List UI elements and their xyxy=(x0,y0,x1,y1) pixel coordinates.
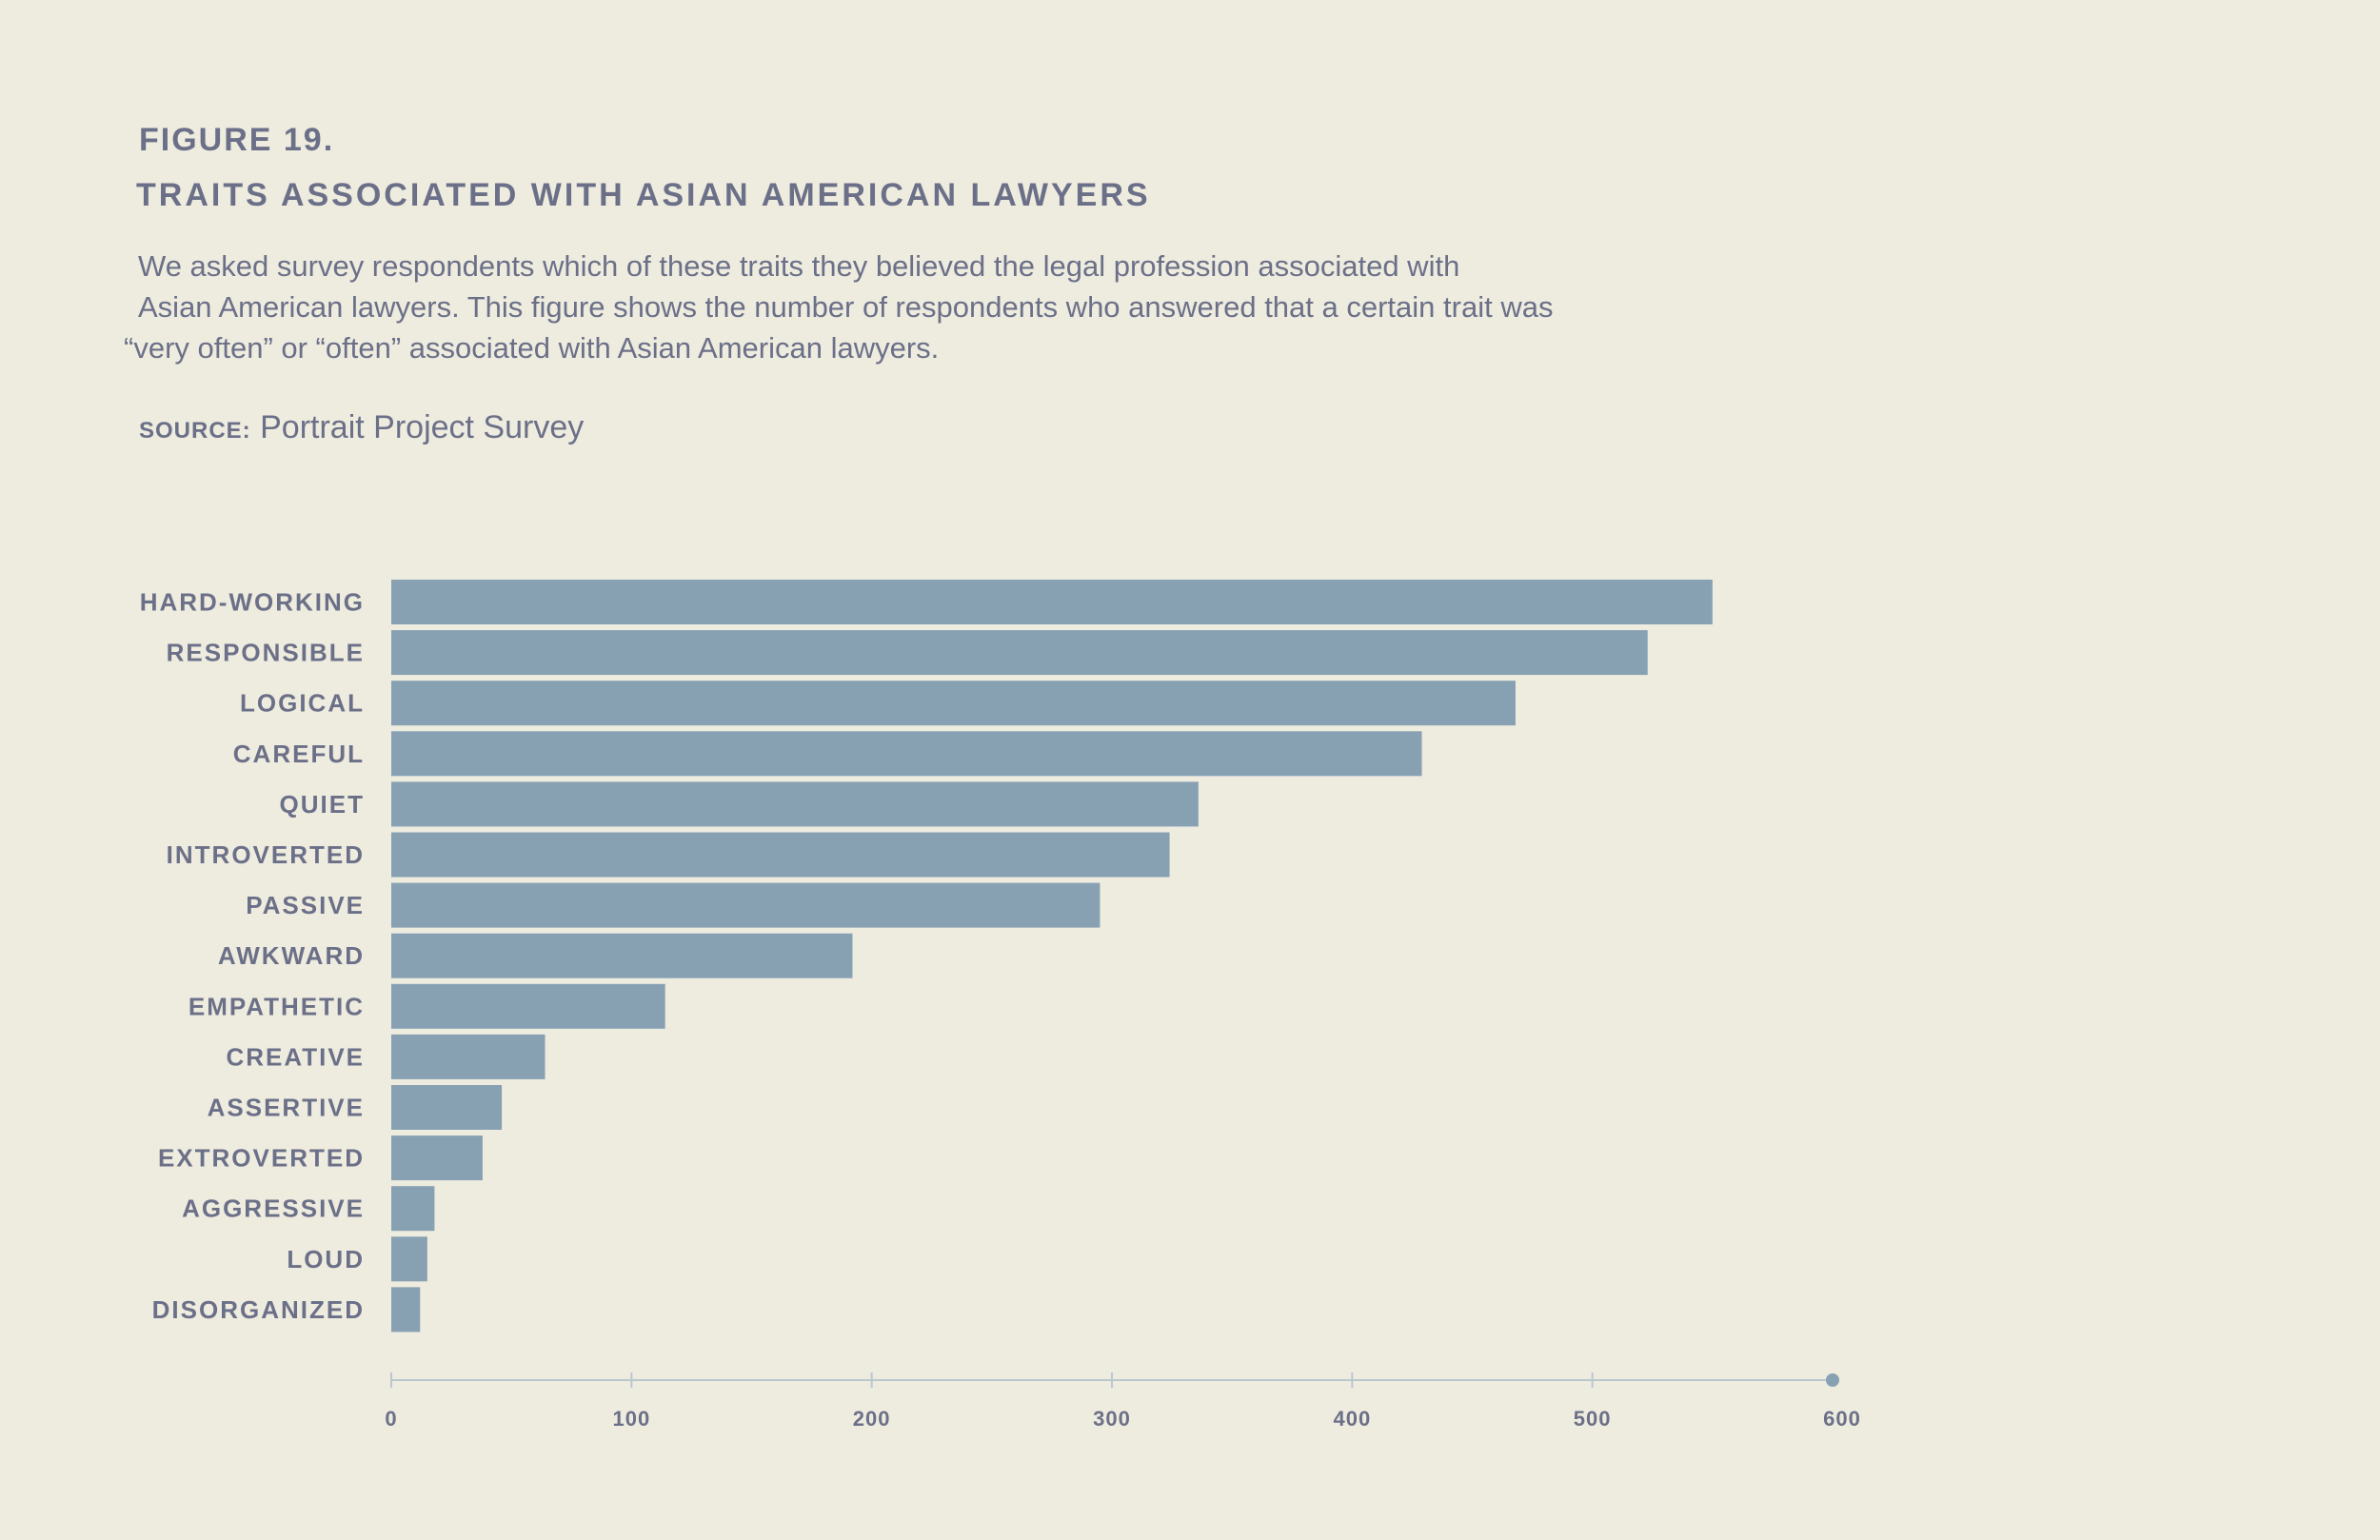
bar-logical xyxy=(391,681,1516,726)
bar-assertive xyxy=(391,1085,503,1130)
category-label-disorganized: DISORGANIZED xyxy=(152,1295,365,1324)
figure-number: FIGURE 19. xyxy=(139,122,335,158)
bar-hard-working xyxy=(391,580,1713,624)
figure-description: We asked survey respondents which of the… xyxy=(124,246,1799,368)
bar-loud xyxy=(391,1236,427,1282)
x-tick-label-0: 0 xyxy=(385,1407,397,1431)
category-label-logical: LOGICAL xyxy=(240,689,365,718)
bar-creative xyxy=(391,1034,545,1079)
bar-careful xyxy=(391,731,1422,777)
x-ticks-group: 0 100 200 300 400 500 600 xyxy=(385,1372,1860,1431)
x-tick-label-100: 100 xyxy=(612,1407,650,1431)
category-label-awkward: AWKWARD xyxy=(218,941,365,970)
description-line-3: “very often” or “often” associated with … xyxy=(124,331,940,365)
figure-source: SOURCE: Portrait Project Survey xyxy=(139,409,584,446)
x-axis-end-dot xyxy=(1826,1373,1839,1387)
x-tick-label-600: 600 xyxy=(1823,1407,1861,1431)
description-line-1: We asked survey respondents which of the… xyxy=(138,249,1460,283)
x-tick-label-300: 300 xyxy=(1093,1407,1131,1431)
source-text: Portrait Project Survey xyxy=(260,409,585,445)
category-labels-group: HARD-WORKING RESPONSIBLE LOGICAL CAREFUL QUI… xyxy=(140,588,365,1324)
category-label-aggressive: AGGRESSIVE xyxy=(182,1194,365,1223)
category-label-loud: LOUD xyxy=(287,1245,365,1273)
category-label-responsible: RESPONSIBLE xyxy=(167,639,365,667)
bar-responsible xyxy=(391,630,1648,676)
bar-empathetic xyxy=(391,983,665,1029)
bar-quiet xyxy=(391,781,1199,827)
category-label-hard-working: HARD-WORKING xyxy=(140,588,365,617)
x-axis xyxy=(391,1373,1839,1387)
category-label-introverted: INTROVERTED xyxy=(167,840,365,869)
category-label-careful: CAREFUL xyxy=(233,740,365,768)
figure-title: TRAITS ASSOCIATED WITH ASIAN AMERICAN LA… xyxy=(136,177,1151,213)
description-line-2: Asian American lawyers. This figure show… xyxy=(138,290,1554,324)
category-label-passive: PASSIVE xyxy=(246,891,365,919)
category-label-assertive: ASSERTIVE xyxy=(208,1094,365,1122)
category-label-empathetic: EMPATHETIC xyxy=(188,992,365,1020)
x-tick-label-500: 500 xyxy=(1574,1407,1612,1431)
source-label: SOURCE: xyxy=(139,418,251,444)
category-label-creative: CREATIVE xyxy=(226,1042,365,1071)
bar-aggressive xyxy=(391,1186,435,1232)
bar-extroverted xyxy=(391,1135,483,1181)
bar-awkward xyxy=(391,933,853,978)
category-label-extroverted: EXTROVERTED xyxy=(158,1144,365,1173)
x-tick-label-400: 400 xyxy=(1333,1407,1371,1431)
bars-group xyxy=(391,580,1713,1333)
x-tick-label-200: 200 xyxy=(853,1407,891,1431)
category-label-quiet: QUIET xyxy=(280,790,365,819)
bar-passive xyxy=(391,882,1101,928)
bar-disorganized xyxy=(391,1287,421,1333)
bar-introverted xyxy=(391,832,1170,878)
